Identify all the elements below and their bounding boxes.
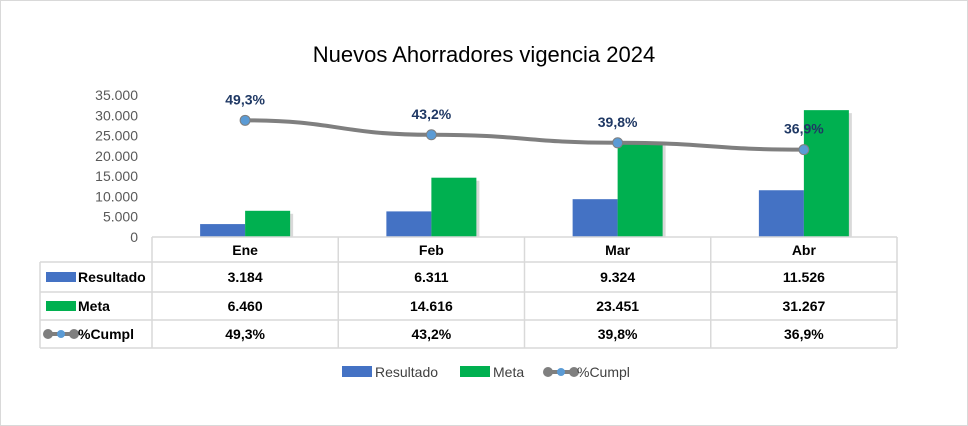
table-row-label-meta: Meta bbox=[78, 298, 110, 314]
legend-key-marker bbox=[57, 330, 65, 338]
table-cell: 31.267 bbox=[782, 298, 825, 314]
legend-meta-swatch bbox=[460, 366, 490, 377]
y-tick-label: 20.000 bbox=[95, 148, 138, 164]
bar-resultado-ene bbox=[200, 224, 246, 237]
line-marker-mar bbox=[612, 137, 624, 149]
table-cell: 6.460 bbox=[228, 298, 263, 314]
table-cell: 39,8% bbox=[598, 326, 638, 342]
legend-resultado-label: Resultado bbox=[375, 364, 438, 380]
legend-key-marker bbox=[43, 329, 53, 339]
table-cell: 36,9% bbox=[784, 326, 824, 342]
chart-title: Nuevos Ahorradores vigencia 2024 bbox=[312, 42, 656, 67]
legend-cumpl-marker bbox=[557, 368, 565, 376]
table-cell: 9.324 bbox=[600, 269, 635, 285]
bar-resultado-abr bbox=[758, 190, 804, 237]
data-label-cumpl: 39,8% bbox=[598, 114, 638, 130]
y-tick-label: 10.000 bbox=[95, 188, 138, 204]
y-tick-label: 25.000 bbox=[95, 128, 138, 144]
table-row-label-%cumpl: %Cumpl bbox=[78, 326, 134, 342]
table-row-label-resultado: Resultado bbox=[78, 269, 146, 285]
data-label-cumpl: 49,3% bbox=[225, 91, 265, 107]
table-header-abr: Abr bbox=[792, 242, 817, 258]
y-tick-label: 0 bbox=[130, 229, 138, 245]
legend-cumpl-marker bbox=[569, 367, 579, 377]
bar-resultado-feb bbox=[386, 211, 432, 237]
table-cell: 14.616 bbox=[410, 298, 453, 314]
legend-meta-label: Meta bbox=[493, 364, 524, 380]
y-tick-label: 30.000 bbox=[95, 107, 138, 123]
bar-meta-abr bbox=[803, 110, 849, 237]
table-cell: 6.311 bbox=[414, 269, 448, 285]
legend-key-marker bbox=[69, 329, 79, 339]
bar-meta-feb bbox=[431, 177, 477, 237]
bar-meta-ene bbox=[245, 210, 291, 237]
legend-cumpl-marker bbox=[543, 367, 553, 377]
data-label-cumpl: 43,2% bbox=[412, 106, 452, 122]
line-marker-feb bbox=[425, 129, 437, 141]
bar-resultado-mar bbox=[572, 199, 618, 237]
table-header-feb: Feb bbox=[419, 242, 444, 258]
table-cell: 11.526 bbox=[783, 269, 825, 285]
data-label-cumpl: 36,9% bbox=[784, 121, 824, 137]
table-header-mar: Mar bbox=[605, 242, 630, 258]
line-marker-ene bbox=[239, 114, 251, 126]
table-cell: 23.451 bbox=[596, 298, 639, 314]
legend-key-resultado bbox=[46, 272, 76, 282]
line-cumpl bbox=[245, 118, 804, 152]
table-header-ene: Ene bbox=[232, 242, 258, 258]
y-tick-label: 5.000 bbox=[103, 209, 138, 225]
table-cell: 49,3% bbox=[225, 326, 265, 342]
table-cell: 43,2% bbox=[412, 326, 452, 342]
table-cell: 3.184 bbox=[228, 269, 263, 285]
legend-resultado-swatch bbox=[342, 366, 372, 377]
y-tick-label: 35.000 bbox=[95, 87, 138, 103]
line-marker-abr bbox=[798, 144, 810, 156]
legend-cumpl-label: %Cumpl bbox=[577, 364, 630, 380]
legend-key-meta bbox=[46, 301, 76, 311]
y-tick-label: 15.000 bbox=[95, 168, 138, 184]
bar-meta-mar bbox=[617, 141, 663, 237]
